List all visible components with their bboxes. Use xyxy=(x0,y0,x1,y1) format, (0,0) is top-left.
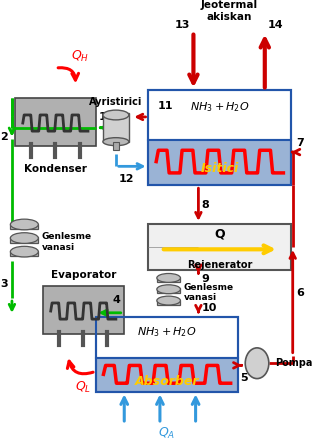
Bar xyxy=(10,250,38,257)
Text: Kondenser: Kondenser xyxy=(24,164,87,174)
Bar xyxy=(148,90,291,140)
Ellipse shape xyxy=(157,285,180,294)
Circle shape xyxy=(245,348,269,378)
Text: Genlesme
vanasi: Genlesme vanasi xyxy=(41,232,92,252)
Text: 7: 7 xyxy=(296,138,304,148)
Text: 1: 1 xyxy=(99,112,107,122)
Bar xyxy=(148,90,291,185)
Text: Rejenerator: Rejenerator xyxy=(187,260,252,269)
Bar xyxy=(15,98,96,146)
Text: 9: 9 xyxy=(202,274,209,284)
Ellipse shape xyxy=(10,233,38,243)
Bar xyxy=(10,237,38,243)
Bar xyxy=(10,224,38,229)
Ellipse shape xyxy=(157,296,180,305)
Text: 10: 10 xyxy=(202,303,217,313)
Text: 13: 13 xyxy=(175,20,190,30)
Text: 6: 6 xyxy=(296,288,304,299)
Text: 14: 14 xyxy=(268,20,284,30)
Bar xyxy=(96,317,238,392)
Text: 3: 3 xyxy=(0,279,8,289)
Ellipse shape xyxy=(103,110,129,120)
Text: 11: 11 xyxy=(158,101,173,111)
Ellipse shape xyxy=(10,247,38,257)
Bar xyxy=(148,224,291,270)
Bar xyxy=(103,113,129,142)
Text: $NH_3+H_2O$: $NH_3+H_2O$ xyxy=(190,101,250,114)
Ellipse shape xyxy=(10,219,38,230)
Text: Jeotermal
akiskan: Jeotermal akiskan xyxy=(201,0,258,22)
Text: 12: 12 xyxy=(119,175,134,184)
Text: Pompa: Pompa xyxy=(275,358,312,368)
Bar xyxy=(96,358,238,392)
Bar xyxy=(148,140,291,185)
Text: 5: 5 xyxy=(240,374,248,383)
Text: Q: Q xyxy=(214,228,225,240)
Text: 4: 4 xyxy=(113,295,121,305)
Bar xyxy=(96,317,238,358)
Text: 2: 2 xyxy=(0,131,8,142)
Text: Evaporator: Evaporator xyxy=(51,270,116,280)
Text: Absorber: Absorber xyxy=(135,374,199,388)
Bar xyxy=(157,288,180,293)
Bar xyxy=(157,277,180,282)
Bar xyxy=(43,286,124,334)
Text: Genlesme
vanasi: Genlesme vanasi xyxy=(183,283,234,302)
Ellipse shape xyxy=(103,138,129,146)
Text: 8: 8 xyxy=(202,199,209,209)
Text: $Q_L$: $Q_L$ xyxy=(75,379,92,395)
Text: Isitici: Isitici xyxy=(201,162,239,175)
Text: $Q_H$: $Q_H$ xyxy=(71,49,89,64)
Ellipse shape xyxy=(157,273,180,282)
Text: Ayristirici: Ayristirici xyxy=(89,97,143,107)
Bar xyxy=(113,142,119,149)
Text: $NH_3+H_2O$: $NH_3+H_2O$ xyxy=(137,325,197,339)
Bar xyxy=(157,300,180,305)
Text: $Q_A$: $Q_A$ xyxy=(158,426,176,441)
